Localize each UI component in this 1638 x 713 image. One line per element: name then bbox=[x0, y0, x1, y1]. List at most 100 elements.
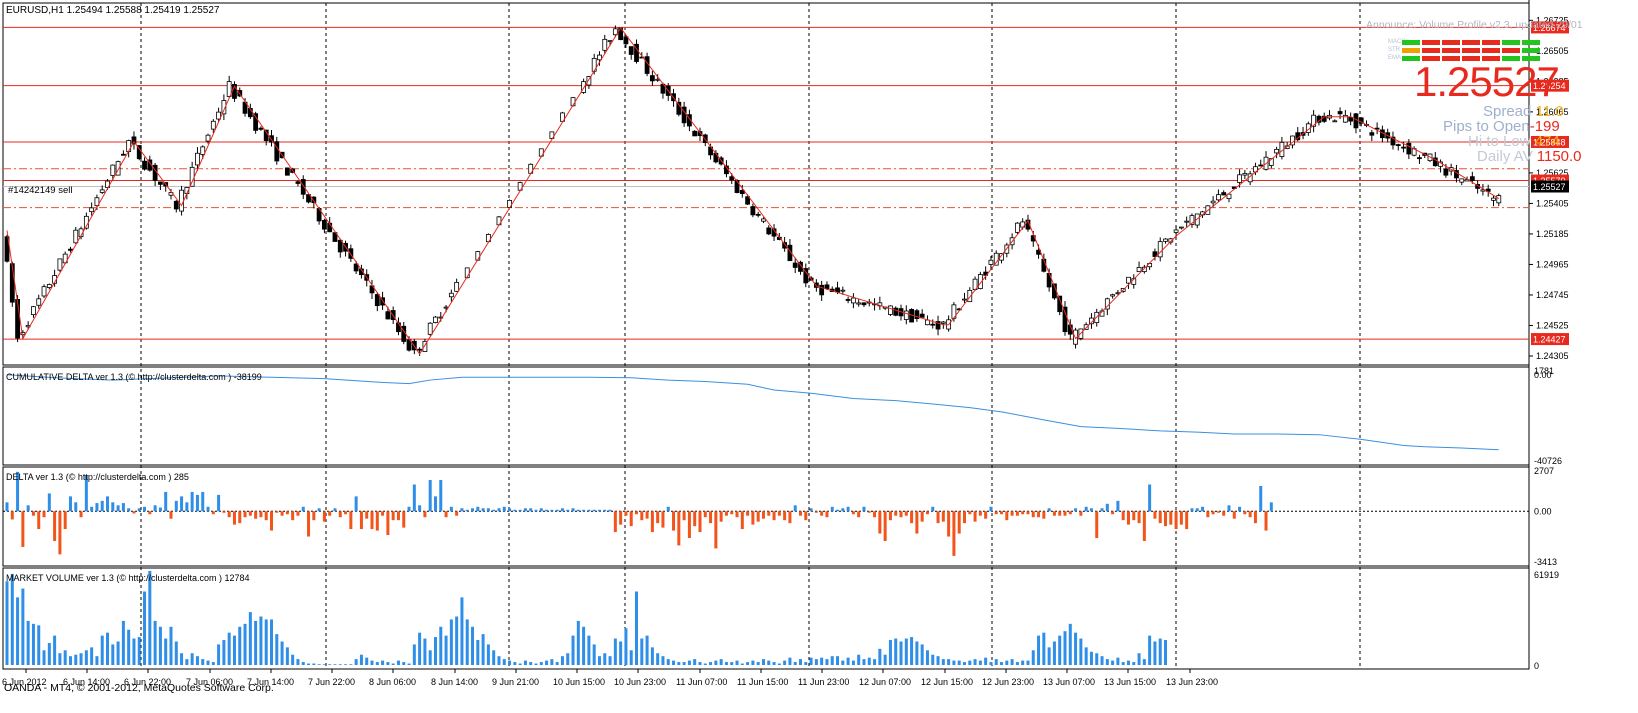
candle-body bbox=[676, 101, 682, 115]
delta-bar bbox=[846, 506, 850, 512]
delta-bar bbox=[1100, 508, 1104, 512]
delta-bar bbox=[1121, 511, 1125, 521]
candle-body bbox=[57, 258, 63, 271]
delta-bar bbox=[650, 511, 654, 533]
delta-bar bbox=[148, 511, 152, 515]
delta-bar bbox=[1243, 511, 1247, 515]
candle-body bbox=[1459, 178, 1465, 183]
level-tag-1-bg bbox=[1531, 79, 1569, 92]
candle-body bbox=[1189, 215, 1195, 225]
delta-bar bbox=[761, 511, 765, 519]
delta-bar bbox=[217, 494, 221, 512]
indicator-title-2: DELTA ver 1.3 (© http://clusterdelta.com… bbox=[6, 472, 189, 482]
matrix-cell bbox=[1502, 40, 1520, 45]
indicator-title-1: CUMULATIVE DELTA ver 1.3 (© http://clust… bbox=[6, 372, 262, 382]
delta-bar bbox=[243, 511, 247, 518]
delta-bar bbox=[635, 511, 639, 515]
candle-body bbox=[607, 40, 613, 43]
candle-body bbox=[179, 189, 184, 212]
candle-body bbox=[284, 167, 290, 176]
delta-bar bbox=[10, 511, 14, 520]
delta-bar bbox=[545, 509, 549, 512]
delta-bar bbox=[1021, 511, 1025, 515]
volume-bar bbox=[10, 573, 14, 665]
delta-bar bbox=[449, 506, 453, 512]
order-label[interactable]: #14242149 sell bbox=[8, 185, 73, 196]
volume-bar bbox=[1010, 659, 1014, 665]
candle-body bbox=[1369, 132, 1375, 136]
delta-bar bbox=[153, 505, 157, 512]
delta-bar bbox=[836, 509, 840, 512]
time-tick-label: 13 Jun 07:00 bbox=[1043, 677, 1095, 687]
matrix-cell bbox=[1462, 40, 1480, 45]
volume-bar bbox=[476, 640, 480, 665]
volume-bar bbox=[777, 663, 781, 665]
volume-bar bbox=[370, 660, 374, 665]
delta-bar bbox=[973, 511, 977, 522]
delta-bar bbox=[301, 506, 305, 512]
delta-bar bbox=[878, 511, 882, 534]
volume-bar bbox=[592, 644, 596, 665]
delta-bar bbox=[486, 508, 490, 512]
delta-bar bbox=[582, 509, 586, 512]
delta-bar bbox=[1259, 485, 1263, 512]
candle-body bbox=[1210, 200, 1216, 204]
candle-body bbox=[1178, 226, 1184, 229]
volume-bar bbox=[735, 660, 739, 665]
candle-body bbox=[914, 310, 920, 319]
volume-bar bbox=[185, 659, 189, 665]
volume-bar bbox=[95, 656, 99, 665]
delta-bar bbox=[1201, 506, 1205, 512]
delta-bar bbox=[1153, 511, 1157, 519]
hilow-readout: Hi to Low 474 bbox=[1468, 133, 1560, 150]
candle-body bbox=[1496, 195, 1502, 204]
delta-bar bbox=[232, 511, 236, 525]
delta-bar bbox=[629, 511, 633, 527]
price-tick-label: 1.25405 bbox=[1536, 198, 1569, 208]
delta-bar bbox=[1211, 511, 1215, 515]
candle-body bbox=[448, 292, 454, 298]
volume-bar bbox=[296, 659, 300, 665]
volume-bar bbox=[1037, 635, 1041, 665]
volume-bar bbox=[624, 628, 628, 665]
volume-bar bbox=[576, 620, 580, 665]
volume-bar bbox=[1026, 660, 1030, 665]
candle-body bbox=[803, 268, 809, 284]
delta-bar bbox=[883, 511, 887, 541]
time-tick-label: 6 Jun 14:00 bbox=[63, 677, 110, 687]
volume-bar bbox=[1058, 635, 1062, 665]
volume-bar bbox=[84, 650, 88, 665]
delta-bar bbox=[550, 509, 554, 512]
candle-body bbox=[761, 218, 766, 222]
delta-bar bbox=[370, 511, 374, 530]
volume-bar bbox=[153, 620, 157, 665]
volume-bar bbox=[1164, 640, 1168, 665]
zigzag-line bbox=[6, 27, 1500, 355]
candle-body bbox=[253, 113, 259, 131]
volume-bar bbox=[645, 635, 649, 665]
delta-bar bbox=[492, 509, 496, 512]
delta-bar bbox=[1216, 511, 1220, 513]
candle-body bbox=[332, 232, 338, 242]
volume-bar bbox=[254, 620, 258, 665]
cum-delta-line bbox=[6, 374, 1499, 451]
candle-body bbox=[348, 248, 354, 259]
volume-bar bbox=[672, 660, 676, 665]
delta-bar bbox=[5, 502, 9, 512]
pips-label: Pips to Open bbox=[1443, 118, 1530, 135]
volume-bar bbox=[333, 664, 337, 665]
delta-bar bbox=[84, 475, 88, 512]
volume-bar bbox=[730, 662, 734, 665]
delta-bar bbox=[825, 511, 829, 518]
daily-label: Daily AV bbox=[1477, 148, 1533, 165]
candle-body bbox=[94, 197, 100, 207]
candle-body bbox=[750, 206, 756, 216]
delta-bar bbox=[1058, 511, 1062, 516]
delta-bar bbox=[180, 496, 184, 512]
volume-bar bbox=[635, 591, 639, 665]
delta-bar bbox=[121, 503, 125, 512]
price-tick-label: 1.24525 bbox=[1536, 320, 1569, 330]
delta-bar bbox=[751, 511, 755, 525]
delta-bar bbox=[851, 511, 855, 515]
